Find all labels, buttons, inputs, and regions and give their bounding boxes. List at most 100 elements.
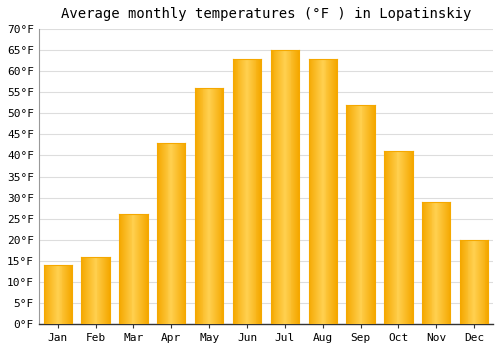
Bar	[286, 50, 287, 324]
Bar	[470, 240, 472, 324]
Bar	[423, 202, 424, 324]
Bar	[48, 265, 49, 324]
Bar	[482, 240, 484, 324]
Bar	[162, 143, 163, 324]
Bar	[313, 58, 314, 324]
Bar	[294, 50, 296, 324]
Bar	[254, 58, 256, 324]
Bar	[212, 88, 213, 324]
Bar	[238, 58, 240, 324]
Bar	[176, 143, 177, 324]
Bar	[384, 151, 385, 324]
Bar	[168, 143, 170, 324]
Bar	[403, 151, 404, 324]
Bar	[460, 240, 461, 324]
Bar	[240, 58, 242, 324]
Bar	[138, 215, 139, 324]
Bar	[96, 257, 98, 324]
Bar	[372, 105, 373, 324]
Bar	[173, 143, 174, 324]
Bar	[290, 50, 292, 324]
Bar	[107, 257, 108, 324]
Bar	[439, 202, 440, 324]
Bar	[333, 58, 334, 324]
Bar	[179, 143, 180, 324]
Bar	[233, 58, 234, 324]
Bar	[316, 58, 317, 324]
Bar	[202, 88, 203, 324]
Bar	[362, 105, 364, 324]
Bar	[461, 240, 462, 324]
Bar	[354, 105, 355, 324]
Bar	[464, 240, 466, 324]
Bar	[426, 202, 427, 324]
Bar	[422, 202, 423, 324]
Bar	[105, 257, 106, 324]
Bar	[477, 240, 478, 324]
Bar	[175, 143, 176, 324]
Bar	[247, 58, 248, 324]
Bar	[164, 143, 166, 324]
Bar	[248, 58, 249, 324]
Bar	[66, 265, 67, 324]
Bar	[353, 105, 354, 324]
Bar	[474, 240, 475, 324]
Bar	[318, 58, 319, 324]
Bar	[409, 151, 410, 324]
Bar	[60, 265, 62, 324]
Bar	[163, 143, 164, 324]
Bar	[89, 257, 90, 324]
Bar	[195, 88, 196, 324]
Bar	[297, 50, 298, 324]
Bar	[258, 58, 260, 324]
Bar	[134, 215, 136, 324]
Bar	[408, 151, 409, 324]
Bar	[437, 202, 438, 324]
Bar	[145, 215, 146, 324]
Bar	[368, 105, 369, 324]
Bar	[332, 58, 333, 324]
Bar	[480, 240, 481, 324]
Bar	[197, 88, 198, 324]
Bar	[281, 50, 282, 324]
Bar	[64, 265, 66, 324]
Bar	[427, 202, 428, 324]
Bar	[349, 105, 350, 324]
Bar	[315, 58, 316, 324]
Bar	[160, 143, 161, 324]
Bar	[222, 88, 224, 324]
Bar	[330, 58, 331, 324]
Bar	[100, 257, 102, 324]
Bar	[246, 58, 247, 324]
Bar	[177, 143, 178, 324]
Bar	[44, 265, 46, 324]
Bar	[387, 151, 388, 324]
Bar	[159, 143, 160, 324]
Bar	[400, 151, 402, 324]
Bar	[210, 88, 211, 324]
Bar	[182, 143, 184, 324]
Bar	[220, 88, 222, 324]
Bar	[473, 240, 474, 324]
Bar	[355, 105, 356, 324]
Bar	[335, 58, 336, 324]
Bar	[249, 58, 250, 324]
Bar	[321, 58, 322, 324]
Bar	[424, 202, 425, 324]
Bar	[139, 215, 140, 324]
Bar	[280, 50, 281, 324]
Bar	[181, 143, 182, 324]
Bar	[123, 215, 124, 324]
Bar	[328, 58, 330, 324]
Bar	[278, 50, 279, 324]
Bar	[86, 257, 87, 324]
Bar	[90, 257, 91, 324]
Bar	[391, 151, 392, 324]
Bar	[446, 202, 448, 324]
Bar	[324, 58, 326, 324]
Bar	[346, 105, 348, 324]
Bar	[296, 50, 297, 324]
Bar	[360, 105, 362, 324]
Bar	[282, 50, 283, 324]
Bar	[396, 151, 398, 324]
